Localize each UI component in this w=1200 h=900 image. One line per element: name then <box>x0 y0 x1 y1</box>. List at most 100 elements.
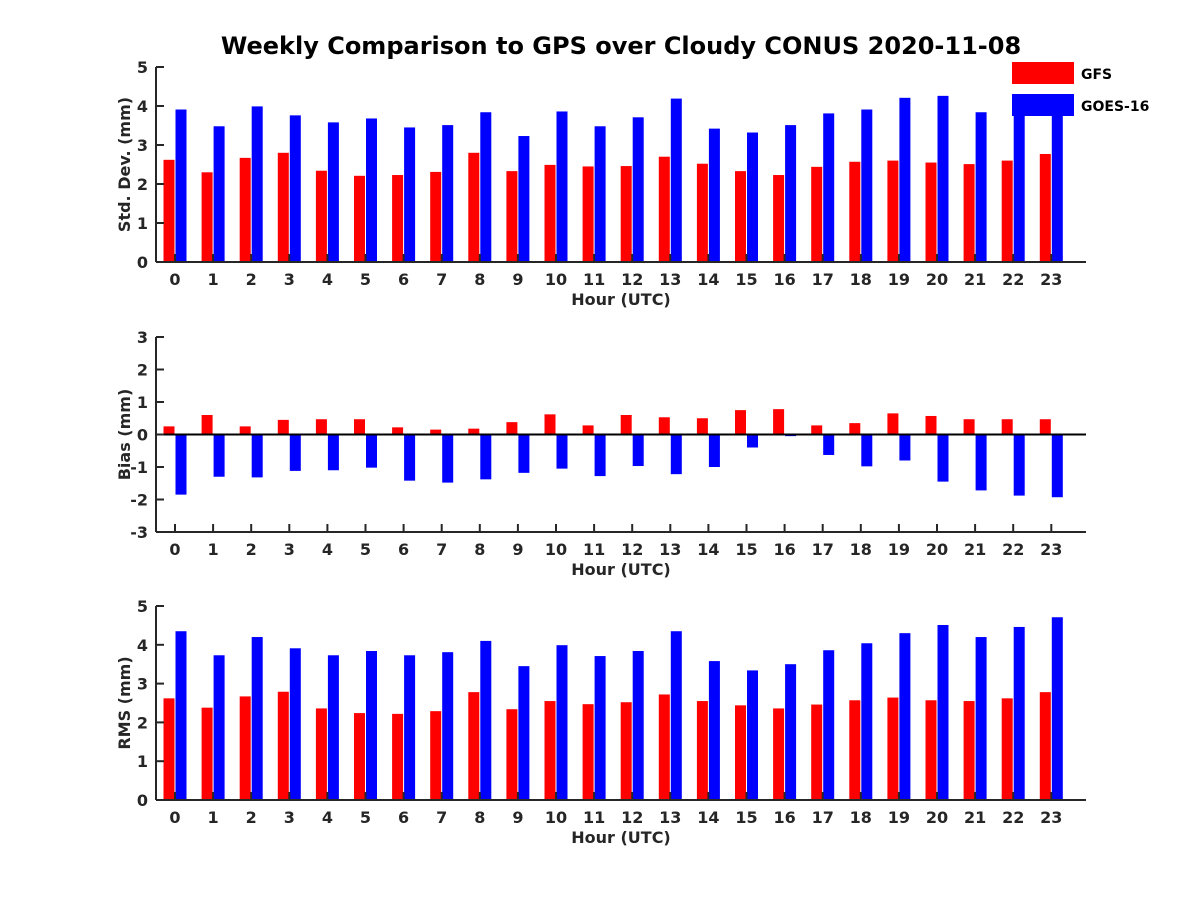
bar-gfs-hour-22 <box>1001 698 1013 800</box>
bar-gfs-hour-6 <box>392 427 404 435</box>
bar-gfs-hour-22 <box>1001 419 1013 435</box>
bar-gfs-hour-13 <box>658 156 670 262</box>
y-tick-label: -1 <box>130 458 148 477</box>
bar-gfs-hour-2 <box>239 426 251 435</box>
bar-gfs-hour-4 <box>315 419 327 435</box>
bar-goes-16-hour-20 <box>937 625 949 800</box>
x-tick-label: 17 <box>812 270 834 289</box>
x-tick-label: 7 <box>436 540 447 559</box>
bar-goes-16-hour-1 <box>213 655 225 800</box>
x-tick-label: 8 <box>474 270 485 289</box>
bar-gfs-hour-17 <box>811 425 823 435</box>
bar-goes-16-hour-14 <box>708 128 720 262</box>
chart-title: Weekly Comparison to GPS over Cloudy CON… <box>221 32 1021 60</box>
bar-goes-16-hour-8 <box>480 640 492 800</box>
x-tick-label: 9 <box>512 540 523 559</box>
bar-gfs-hour-3 <box>277 691 289 800</box>
y-tick-label: 1 <box>137 752 148 771</box>
bar-goes-16-hour-23 <box>1051 617 1063 800</box>
legend-label-gfs: GFS <box>1081 67 1112 83</box>
x-tick-label: 19 <box>888 540 910 559</box>
bar-goes-16-hour-15 <box>747 132 758 262</box>
x-tick-label: 2 <box>246 270 257 289</box>
bar-gfs-hour-3 <box>277 152 289 262</box>
x-tick-label: 20 <box>926 808 948 827</box>
bar-goes-16-hour-23 <box>1051 434 1063 498</box>
bar-gfs-hour-21 <box>963 419 975 435</box>
bar-gfs-hour-21 <box>963 164 975 262</box>
bar-gfs-hour-5 <box>354 419 365 435</box>
bar-gfs-hour-1 <box>201 415 213 435</box>
bar-goes-16-hour-5 <box>366 651 377 800</box>
bar-gfs-hour-8 <box>468 692 480 800</box>
bar-gfs-hour-2 <box>239 157 251 262</box>
bar-goes-16-hour-4 <box>327 434 339 471</box>
x-tick-label: 7 <box>436 808 447 827</box>
bar-gfs-hour-0 <box>163 426 175 435</box>
bar-gfs-hour-5 <box>354 175 365 262</box>
bar-gfs-hour-3 <box>277 419 289 435</box>
bar-goes-16-hour-21 <box>975 637 987 800</box>
bar-goes-16-hour-18 <box>861 434 873 467</box>
x-axis-label: Hour (UTC) <box>571 290 671 309</box>
bar-goes-16-hour-17 <box>823 650 835 800</box>
x-tick-label: 15 <box>735 540 757 559</box>
bar-goes-16-hour-16 <box>785 664 797 800</box>
y-axis-label: Bias (mm) <box>115 389 134 481</box>
bar-goes-16-hour-3 <box>289 434 301 471</box>
y-tick-label: 4 <box>137 97 148 116</box>
bar-goes-16-hour-13 <box>670 98 682 262</box>
bar-goes-16-hour-1 <box>213 126 225 262</box>
bar-goes-16-hour-8 <box>480 112 492 263</box>
bar-goes-16-hour-7 <box>442 125 454 262</box>
bar-gfs-hour-18 <box>849 423 861 435</box>
x-tick-label: 4 <box>322 808 333 827</box>
x-tick-label: 1 <box>208 270 219 289</box>
bar-gfs-hour-9 <box>506 709 518 800</box>
y-tick-label: 5 <box>137 58 148 77</box>
bar-goes-16-hour-18 <box>861 643 873 800</box>
x-tick-label: 3 <box>284 540 295 559</box>
bar-gfs-hour-6 <box>392 713 404 800</box>
x-tick-label: 23 <box>1040 540 1062 559</box>
bar-goes-16-hour-4 <box>327 655 339 800</box>
x-tick-label: 22 <box>1002 808 1024 827</box>
y-tick-label: 0 <box>137 791 148 810</box>
bar-goes-16-hour-12 <box>632 434 644 467</box>
bar-goes-16-hour-13 <box>670 631 682 800</box>
bar-goes-16-hour-17 <box>823 434 835 455</box>
bar-gfs-hour-11 <box>582 425 594 435</box>
x-tick-label: 13 <box>659 540 681 559</box>
x-tick-label: 8 <box>474 540 485 559</box>
x-tick-label: 0 <box>169 270 180 289</box>
y-axis-label: RMS (mm) <box>115 656 134 749</box>
x-tick-label: 1 <box>208 808 219 827</box>
x-tick-label: 21 <box>964 808 986 827</box>
x-tick-label: 5 <box>360 270 371 289</box>
bar-gfs-hour-7 <box>430 429 442 435</box>
bar-gfs-hour-4 <box>315 170 327 262</box>
legend-swatch-goes-16 <box>1012 94 1074 116</box>
bar-gfs-hour-0 <box>163 698 175 800</box>
bar-goes-16-hour-0 <box>175 434 187 495</box>
bar-gfs-hour-16 <box>773 409 785 435</box>
bar-gfs-hour-12 <box>620 702 632 800</box>
x-tick-label: 17 <box>812 540 834 559</box>
bar-goes-16-hour-11 <box>594 656 606 800</box>
x-tick-label: 11 <box>583 540 605 559</box>
bar-gfs-hour-7 <box>430 171 442 262</box>
y-tick-label: 2 <box>137 713 148 732</box>
bar-goes-16-hour-14 <box>708 434 720 467</box>
bar-gfs-hour-17 <box>811 704 823 800</box>
legend-label-goes-16: GOES-16 <box>1081 99 1149 115</box>
x-tick-label: 9 <box>512 808 523 827</box>
bar-goes-16-hour-3 <box>289 115 301 262</box>
x-tick-label: 10 <box>545 270 567 289</box>
x-tick-label: 3 <box>284 808 295 827</box>
x-tick-label: 6 <box>398 808 409 827</box>
x-tick-label: 0 <box>169 808 180 827</box>
bar-goes-16-hour-19 <box>899 97 911 262</box>
y-axis-label: Std. Dev. (mm) <box>115 97 134 232</box>
x-tick-label: 4 <box>322 270 333 289</box>
